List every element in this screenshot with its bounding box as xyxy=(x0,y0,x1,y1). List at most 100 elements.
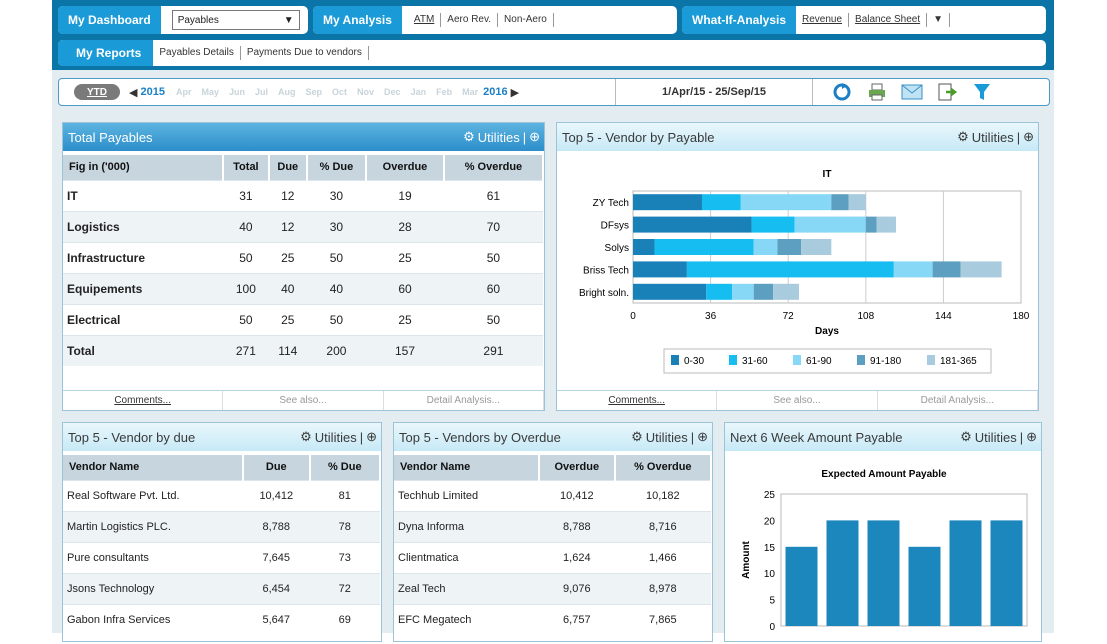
table-cell: 10,412 xyxy=(243,479,310,511)
column-header[interactable]: % Overdue xyxy=(443,155,545,180)
utilities-menu[interactable]: ⚙ Utilities | ⊕ xyxy=(957,129,1034,145)
table-cell: 114 xyxy=(268,334,307,366)
column-header[interactable]: Overdue xyxy=(539,455,616,480)
analysis-link-non-aero[interactable]: Non-Aero xyxy=(498,13,554,27)
column-header[interactable]: % Due xyxy=(306,155,368,180)
comments-link[interactable]: Comments... xyxy=(63,391,224,410)
column-header[interactable]: Overdue xyxy=(366,155,445,180)
bar-segment xyxy=(633,283,707,300)
month-aug[interactable]: Aug xyxy=(278,87,296,97)
gear-icon: ⚙ xyxy=(463,129,475,144)
column-header[interactable]: Vendor Name xyxy=(63,455,244,480)
utilities-menu[interactable]: ⚙ Utilities | ⊕ xyxy=(463,129,540,145)
panel-title: Top 5 - Vendors by Overdue xyxy=(399,429,561,445)
utilities-menu[interactable]: ⚙ Utilities | ⊕ xyxy=(300,429,377,445)
my-analysis-button[interactable]: My Analysis xyxy=(313,6,402,34)
zoom-icon[interactable]: ⊕ xyxy=(366,429,377,444)
table-row[interactable]: Zeal Tech 9,076 8,978 xyxy=(394,572,711,604)
table-row[interactable]: Gabon Infra Services 5,647 69 xyxy=(63,603,380,635)
my-dashboard-button[interactable]: My Dashboard xyxy=(58,6,161,34)
month-may[interactable]: May xyxy=(201,87,219,97)
y-tick-label: 0 xyxy=(769,622,775,633)
column-header[interactable]: Due xyxy=(243,455,311,480)
table-row[interactable]: Real Software Pvt. Ltd. 10,412 81 xyxy=(63,479,380,511)
my-reports-button[interactable]: My Reports xyxy=(58,40,154,66)
whatif-link-revenue[interactable]: Revenue xyxy=(796,13,850,27)
column-header[interactable]: % Overdue xyxy=(614,455,713,480)
detail-analysis-link[interactable]: Detail Analysis... xyxy=(384,391,544,410)
month-sep[interactable]: Sep xyxy=(305,87,323,97)
what-if-analysis-button[interactable]: What-If-Analysis xyxy=(682,6,797,34)
bar xyxy=(949,520,982,626)
top5-overdue-panel: Top 5 - Vendors by Overdue ⚙ Utilities | ⊕ … xyxy=(393,422,713,642)
zoom-icon[interactable]: ⊕ xyxy=(1023,129,1034,144)
table-row[interactable]: Total 271 114 200 157 291 xyxy=(63,334,543,366)
table-row[interactable]: IT 31 12 30 19 61 xyxy=(63,179,543,211)
table-row[interactable]: Martin Logistics PLC. 8,788 78 xyxy=(63,510,380,542)
year-start[interactable]: 2015 xyxy=(140,86,165,98)
table-row[interactable]: Infrastructure 50 25 50 25 50 xyxy=(63,241,543,273)
table-cell: 10,412 xyxy=(539,479,615,511)
analysis-link-atm[interactable]: ATM xyxy=(408,13,442,27)
table-row[interactable]: Logistics 40 12 30 28 70 xyxy=(63,210,543,242)
month-jul[interactable]: Jul xyxy=(254,87,268,97)
month-feb[interactable]: Feb xyxy=(436,87,453,97)
utilities-menu[interactable]: ⚙ Utilities | ⊕ xyxy=(960,429,1037,445)
analysis-link-aero-rev[interactable]: Aero Rev. xyxy=(441,13,499,27)
ytd-button[interactable]: YTD xyxy=(74,84,120,100)
month-oct[interactable]: Oct xyxy=(332,87,348,97)
zoom-icon[interactable]: ⊕ xyxy=(529,129,540,144)
column-header[interactable]: Vendor Name xyxy=(394,455,540,480)
utilities-label: Utilities xyxy=(645,429,688,445)
toolbar-icons xyxy=(831,81,993,103)
next-year-icon[interactable]: ▶ xyxy=(510,86,520,99)
filter-icon[interactable] xyxy=(971,81,993,103)
dashboard-select[interactable]: Payables ▼ xyxy=(171,10,300,30)
table-row[interactable]: Pure consultants 7,645 73 xyxy=(63,541,380,573)
column-header[interactable]: Total xyxy=(223,155,270,180)
whatif-more-icon[interactable]: ▼ xyxy=(927,13,951,27)
table-row[interactable]: Techhub Limited 10,412 10,182 xyxy=(394,479,711,511)
zoom-icon[interactable]: ⊕ xyxy=(697,429,708,444)
column-header[interactable]: Due xyxy=(268,155,308,180)
month-jun[interactable]: Jun xyxy=(228,87,245,97)
see-also-link[interactable]: See also... xyxy=(223,391,384,410)
whatif-group: What-If-Analysis Revenue Balance Sheet ▼ xyxy=(682,6,1046,34)
email-icon[interactable] xyxy=(901,81,923,103)
table-row[interactable]: Dyna Informa 8,788 8,716 xyxy=(394,510,711,542)
reports-link-payables-details[interactable]: Payables Details xyxy=(153,46,241,60)
year-end[interactable]: 2016 xyxy=(483,86,508,98)
month-dec[interactable]: Dec xyxy=(384,87,401,97)
month-nov[interactable]: Nov xyxy=(357,87,375,97)
table-row[interactable]: EFC Megatech 6,757 7,865 xyxy=(394,603,711,635)
table-row[interactable]: Electrical 50 25 50 25 50 xyxy=(63,303,543,335)
see-also-link[interactable]: See also... xyxy=(717,391,878,410)
table-row[interactable]: Jsons Technology 6,454 72 xyxy=(63,572,380,604)
table-cell: 7,645 xyxy=(243,541,310,573)
print-icon[interactable] xyxy=(866,81,888,103)
whatif-link-balance-sheet[interactable]: Balance Sheet xyxy=(849,13,928,27)
month-apr[interactable]: Apr xyxy=(175,87,192,97)
table-cell: 1,624 xyxy=(539,541,615,573)
zoom-icon[interactable]: ⊕ xyxy=(1026,429,1037,444)
month-strip: Apr May Jun Jul Aug Sep Oct Nov Dec Jan Feb Mar xyxy=(171,87,483,97)
refresh-icon[interactable] xyxy=(831,81,853,103)
table-cell: 30 xyxy=(306,210,367,242)
comments-link[interactable]: Comments... xyxy=(557,391,718,410)
month-jan[interactable]: Jan xyxy=(410,87,427,97)
export-icon[interactable] xyxy=(936,81,958,103)
reports-link-payments-due[interactable]: Payments Due to vendors xyxy=(241,46,369,60)
legend-label: 91-180 xyxy=(870,356,902,367)
column-header[interactable]: % Due xyxy=(309,455,382,480)
detail-analysis-link[interactable]: Detail Analysis... xyxy=(878,391,1038,410)
bar-segment xyxy=(753,239,778,255)
table-cell: 50 xyxy=(223,241,269,273)
month-mar[interactable]: Mar xyxy=(462,87,479,97)
y-tick-label: DFsys xyxy=(601,221,629,232)
utilities-menu[interactable]: ⚙ Utilities | ⊕ xyxy=(631,429,708,445)
table-cell: 8,788 xyxy=(539,510,615,542)
table-row[interactable]: Equipements 100 40 40 60 60 xyxy=(63,272,543,304)
column-header[interactable]: Fig in ('000) xyxy=(63,155,224,180)
prev-year-icon[interactable]: ◀ xyxy=(129,86,138,99)
table-row[interactable]: Clientmatica 1,624 1,466 xyxy=(394,541,711,573)
